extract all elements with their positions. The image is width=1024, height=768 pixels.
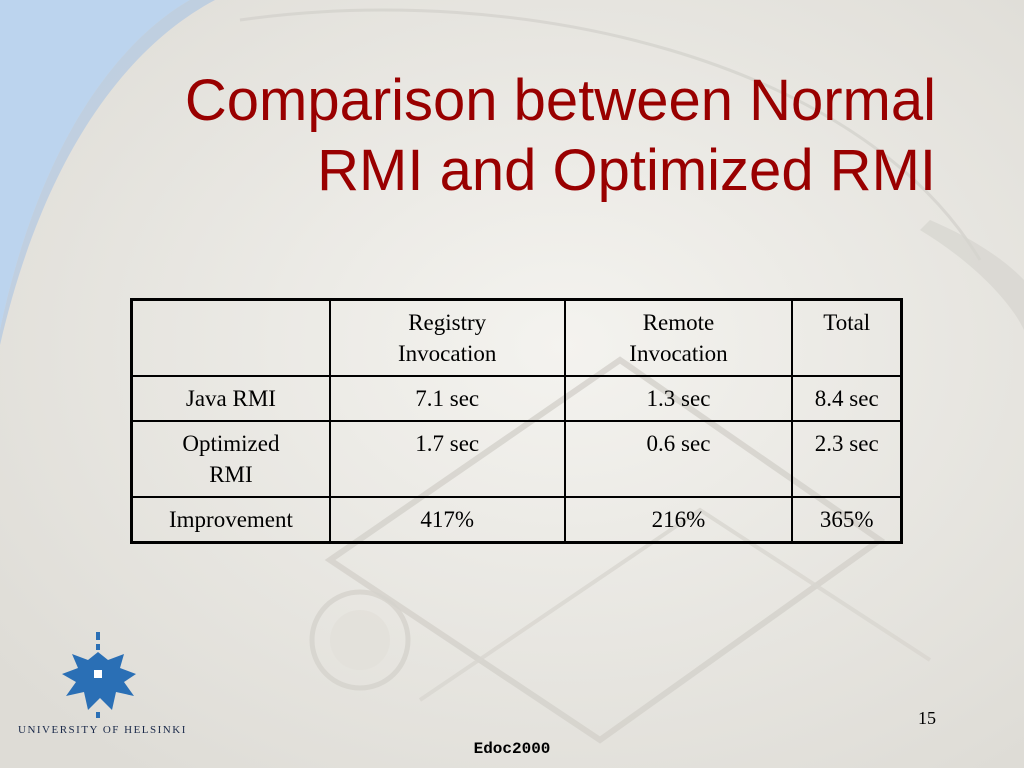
table-header-cell-total: Total	[791, 298, 903, 377]
header-text: Registry	[408, 310, 487, 335]
header-text: Total	[823, 310, 871, 335]
header-text: Remote	[642, 310, 715, 335]
table-cell: 7.1 sec	[328, 375, 566, 422]
row-label-cell: Improvement	[130, 496, 331, 544]
table-row: Improvement 417% 216% 365%	[130, 496, 903, 544]
table-cell: 0.6 sec	[563, 420, 794, 498]
slide-title: Comparison between Normal RMI and Optimi…	[76, 66, 936, 206]
slide-title-line-2: RMI and Optimized RMI	[317, 138, 936, 203]
row-label: Java RMI	[185, 386, 276, 411]
comparison-table: Registry Invocation Remote Invocation To…	[130, 298, 903, 544]
table-cell: 1.3 sec	[563, 375, 794, 422]
table-row: Java RMI 7.1 sec 1.3 sec 8.4 sec	[130, 375, 903, 422]
table-row: Optimized RMI 1.7 sec 0.6 sec 2.3 sec	[130, 420, 903, 498]
table-cell: 365%	[791, 496, 903, 544]
table-cell: 1.7 sec	[328, 420, 566, 498]
table-header-cell-empty	[130, 298, 331, 377]
helsinki-university-emblem-icon	[62, 632, 136, 718]
page-number: 15	[918, 708, 936, 728]
table-header-cell-remote-invocation: Remote Invocation	[563, 298, 794, 377]
table-cell: 8.4 sec	[791, 375, 903, 422]
slide-title-line-1: Comparison between Normal	[184, 68, 936, 133]
header-text: Invocation	[398, 341, 497, 366]
slide-footer: Edoc2000	[473, 740, 551, 758]
row-label-cell: Optimized RMI	[130, 420, 331, 498]
table-cell: 2.3 sec	[791, 420, 903, 498]
table-cell: 216%	[563, 496, 794, 544]
table-header-row: Registry Invocation Remote Invocation To…	[130, 298, 903, 377]
row-label: Improvement	[168, 507, 293, 532]
row-label: Optimized	[182, 431, 280, 456]
university-logo-text: UNIVERSITY OF HELSINKI	[18, 724, 187, 736]
table-cell: 417%	[328, 496, 566, 544]
table-header-cell-registry-invocation: Registry Invocation	[328, 298, 566, 377]
row-label: RMI	[209, 462, 253, 487]
header-text: Invocation	[629, 341, 728, 366]
row-label-cell: Java RMI	[130, 375, 331, 422]
